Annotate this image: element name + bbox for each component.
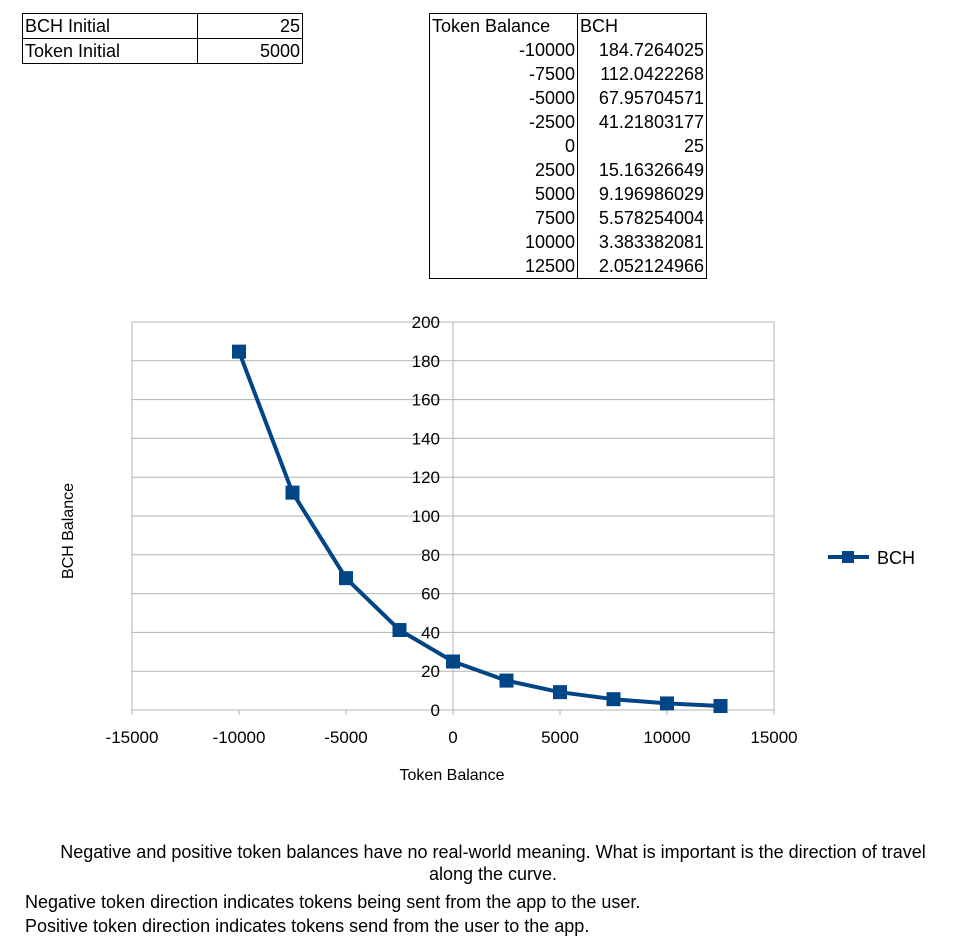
- data-point-marker: [660, 696, 674, 711]
- x-tick-label: -5000: [324, 728, 367, 747]
- y-tick-label: 20: [421, 662, 440, 681]
- x-tick-label: 15000: [750, 728, 797, 747]
- data-point-marker: [553, 685, 567, 700]
- x-tick-label: -15000: [106, 728, 159, 747]
- data-point-marker: [606, 692, 621, 707]
- bch-cell[interactable]: 15.16326649: [577, 158, 707, 182]
- data-point-marker: [232, 344, 246, 359]
- bch-balance-chart[interactable]: -15000 -10000 -5000 0 5000 10000 15000 0 20 40 60…: [0, 300, 965, 810]
- y-tick-label: 80: [421, 546, 440, 565]
- y-tick-label: 60: [421, 585, 440, 604]
- y-tick-label: 200: [412, 313, 440, 332]
- token-cell[interactable]: 0: [429, 134, 578, 158]
- token-cell[interactable]: -7500: [429, 62, 578, 86]
- bch-cell[interactable]: 3.383382081: [577, 230, 707, 254]
- bch-cell[interactable]: 67.95704571: [577, 86, 707, 110]
- data-point-marker: [339, 571, 353, 586]
- series-markers-bch: [232, 344, 728, 714]
- x-tick-label: 10000: [643, 728, 690, 747]
- token-cell[interactable]: -5000: [429, 86, 578, 110]
- table-row: 0 25: [429, 134, 707, 158]
- column-header-token-balance[interactable]: Token Balance: [429, 13, 578, 38]
- table-row: -10000 184.7264025: [429, 38, 707, 62]
- column-header-bch[interactable]: BCH: [577, 13, 707, 38]
- param-label[interactable]: BCH Initial: [22, 13, 198, 39]
- table-row: -2500 41.21803177: [429, 110, 707, 134]
- table-row: 10000 3.383382081: [429, 230, 707, 254]
- x-tick-label: -10000: [213, 728, 266, 747]
- legend-label-bch: BCH: [877, 548, 915, 568]
- y-axis-label: BCH Balance: [60, 483, 77, 579]
- y-tick-label: 40: [421, 623, 440, 642]
- y-tick-label: 100: [412, 507, 440, 526]
- y-tick-label: 180: [412, 352, 440, 371]
- param-row: Token Initial 5000: [22, 38, 303, 64]
- series-line-bch: [237, 349, 723, 708]
- param-value[interactable]: 5000: [197, 38, 303, 64]
- data-point-marker: [713, 699, 728, 714]
- bch-cell[interactable]: 25: [577, 134, 707, 158]
- table-row: 7500 5.578254004: [429, 206, 707, 230]
- token-cell[interactable]: 12500: [429, 254, 578, 279]
- data-point-marker: [285, 485, 300, 500]
- param-label[interactable]: Token Initial: [22, 38, 198, 64]
- table-header-row: Token Balance BCH: [429, 13, 707, 38]
- x-tick-label: 0: [448, 728, 457, 747]
- note-negative-direction: Negative token direction indicates token…: [25, 892, 641, 912]
- table-row: -7500 112.0422268: [429, 62, 707, 86]
- y-tick-label: 120: [412, 468, 440, 487]
- token-cell[interactable]: -2500: [429, 110, 578, 134]
- data-point-marker: [392, 623, 407, 638]
- x-axis-label: Token Balance: [400, 767, 505, 784]
- bch-cell[interactable]: 112.0422268: [577, 62, 707, 86]
- y-tick-label: 140: [412, 429, 440, 448]
- bch-cell[interactable]: 2.052124966: [577, 254, 707, 279]
- bch-cell[interactable]: 9.196986029: [577, 182, 707, 206]
- token-cell[interactable]: 7500: [429, 206, 578, 230]
- x-tick-label: 5000: [541, 728, 579, 747]
- x-tick-labels: -15000 -10000 -5000 0 5000 10000 15000: [106, 710, 798, 747]
- y-tick-labels: 0 20 40 60 80 100 120 140 160 180 200: [412, 313, 440, 720]
- bch-cell[interactable]: 5.578254004: [577, 206, 707, 230]
- bch-cell[interactable]: 184.7264025: [577, 38, 707, 62]
- token-cell[interactable]: 5000: [429, 182, 578, 206]
- table-row: -5000 67.95704571: [429, 86, 707, 110]
- bch-cell[interactable]: 41.21803177: [577, 110, 707, 134]
- table-row: 12500 2.052124966: [429, 254, 707, 279]
- data-point-marker: [499, 673, 514, 688]
- token-cell[interactable]: -10000: [429, 38, 578, 62]
- token-cell[interactable]: 10000: [429, 230, 578, 254]
- table-row: 2500 15.16326649: [429, 158, 707, 182]
- legend: BCH: [828, 548, 915, 568]
- note-positive-direction: Positive token direction indicates token…: [25, 916, 590, 936]
- parameters-table: BCH Initial 25 Token Initial 5000: [22, 13, 303, 64]
- y-tick-label: 0: [431, 701, 440, 720]
- data-table: Token Balance BCH -10000 184.7264025 -750…: [429, 13, 707, 279]
- note-meaning: Negative and positive token balances hav…: [60, 842, 926, 884]
- param-value[interactable]: 25: [197, 13, 303, 39]
- y-tick-label: 160: [412, 391, 440, 410]
- token-cell[interactable]: 2500: [429, 158, 578, 182]
- table-row: 5000 9.196986029: [429, 182, 707, 206]
- legend-marker-bch: [842, 551, 854, 563]
- data-point-marker: [446, 654, 460, 669]
- param-row: BCH Initial 25: [22, 13, 303, 39]
